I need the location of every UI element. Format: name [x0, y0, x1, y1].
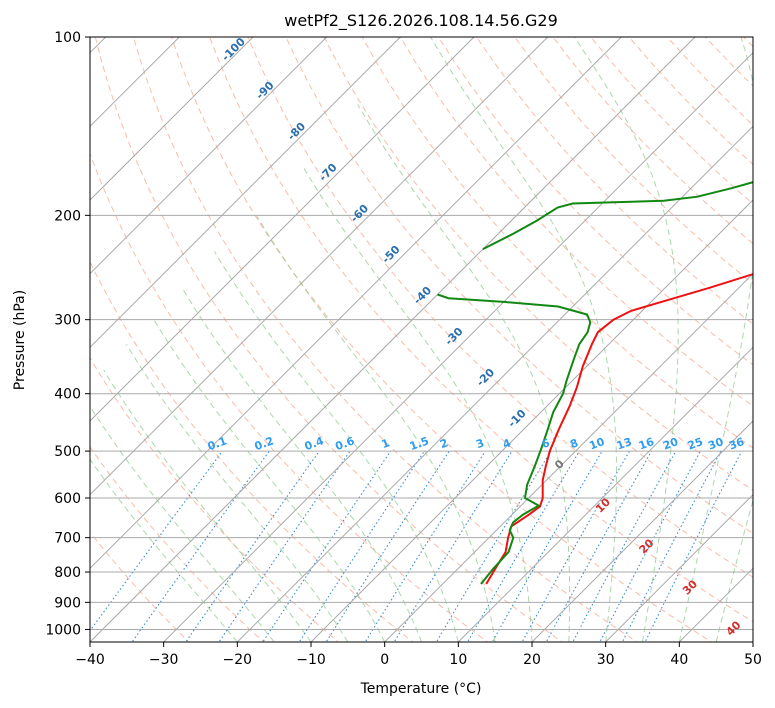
dry-adiabat-line	[90, 260, 414, 642]
isotherm-line	[605, 493, 753, 642]
isotherm-line	[384, 272, 753, 642]
moist-adiabat-line	[357, 104, 571, 642]
dry-adiabat-line	[514, 37, 753, 285]
mixing-ratio-line	[218, 450, 351, 642]
y-tick-label: 300	[54, 313, 81, 329]
dry-adiabat-line	[285, 37, 753, 535]
y-tick-label: 200	[54, 208, 81, 224]
mixing-ratio-line	[325, 450, 450, 642]
mixing-ratio-label: 4	[501, 436, 513, 451]
axis-ticks: −40 −30 −20 −10 0 10 20 30 40 5010020030040050060…	[45, 30, 762, 668]
y-tick-label: 900	[54, 595, 81, 611]
dry-adiabat-line	[247, 37, 753, 578]
mixing-ratio-label: 1.5	[408, 434, 431, 453]
moist-adiabat-line	[181, 287, 422, 642]
moist-adiabat-line	[715, 498, 753, 642]
x-tick-label: 0	[380, 652, 389, 668]
chart-title: wetPf2_S126.2026.108.14.56.G29	[284, 11, 558, 31]
mixing-ratio-label: 0.6	[334, 434, 357, 453]
dry-adiabat-line	[399, 37, 753, 407]
moist-adiabat-line	[90, 458, 238, 642]
isotherm-line	[457, 346, 753, 642]
isotherm-line	[90, 37, 549, 496]
isotherm-line	[90, 37, 401, 349]
x-tick-label: −20	[223, 652, 253, 668]
mixing-ratio-label: 0.4	[303, 434, 326, 453]
moist-adiabat-line	[430, 37, 617, 642]
x-tick-label: 40	[670, 652, 688, 668]
mixing-ratio-label: 36	[727, 435, 746, 453]
mixing-ratio-line	[262, 450, 392, 642]
dry-adiabat-line	[90, 152, 489, 642]
dry-adiabat-line	[323, 37, 753, 491]
moist-adiabat-line	[302, 165, 533, 642]
mixing-ratio-line	[185, 450, 320, 642]
mixing-ratio-label: 20	[661, 435, 680, 453]
dewpoint-profile-line	[437, 293, 592, 585]
isotherm-line	[90, 37, 254, 201]
mixing-ratio-line	[572, 450, 677, 642]
dry-adiabat-line	[361, 37, 753, 449]
plot-background	[90, 37, 753, 642]
mixing-ratio-label: 13	[615, 435, 634, 452]
moist-adiabat-line	[125, 343, 349, 642]
x-axis-label: Temperature (°C)	[360, 681, 482, 697]
x-tick-label: −30	[149, 652, 179, 668]
y-tick-label: 500	[54, 444, 81, 460]
mixing-ratio-line	[298, 450, 425, 642]
moist-adiabat-line	[90, 405, 275, 642]
x-tick-label: −10	[296, 652, 326, 668]
isotherm-line	[752, 641, 753, 642]
mixing-ratio-label: 0.2	[253, 434, 276, 453]
mixing-ratio-label: 8	[568, 436, 580, 451]
x-tick-label: 10	[449, 652, 467, 668]
dry-adiabat-line	[437, 37, 753, 366]
isotherm-line	[163, 51, 753, 642]
dry-adiabat-line	[476, 37, 753, 325]
isotherm-line	[90, 37, 328, 275]
mixing-ratio-label: 30	[706, 435, 725, 453]
temperature-profile-line	[485, 273, 753, 585]
mixing-ratio-line	[90, 450, 223, 632]
isotherm-line	[531, 420, 753, 642]
y-tick-label: 800	[54, 565, 81, 581]
isotherm-line	[236, 125, 753, 642]
mixing-ratio-label: 16	[637, 435, 656, 453]
plot-frame	[89, 36, 754, 643]
mixing-ratio-label: 2	[438, 436, 450, 451]
mixing-ratio-label: 0.1	[206, 434, 229, 453]
mixing-ratio-line	[621, 450, 722, 642]
mixing-ratio-line	[466, 450, 580, 642]
y-tick-label: 700	[54, 531, 81, 547]
x-tick-label: −40	[75, 652, 105, 668]
moist-adiabat-line	[678, 37, 753, 642]
background-lines	[90, 37, 753, 642]
y-axis-label: Pressure (hPa)	[12, 290, 28, 390]
y-tick-label: 100	[54, 30, 81, 46]
moist-adiabat-line	[574, 37, 679, 642]
mixing-ratio-label: 6	[540, 436, 552, 451]
y-tick-label: 600	[54, 491, 81, 507]
mixing-ratio-line	[131, 450, 270, 642]
dewpoint-profile-upper-line	[482, 181, 753, 250]
isotherm-line	[90, 37, 622, 570]
x-tick-label: 50	[744, 652, 762, 668]
data-series	[437, 181, 753, 585]
isotherm-line	[90, 37, 696, 642]
mixing-ratio-label: 25	[686, 435, 705, 452]
y-tick-label: 400	[54, 387, 81, 403]
x-tick-label: 20	[523, 652, 541, 668]
isotherm-line	[310, 199, 753, 642]
mixing-ratio-line	[393, 450, 513, 642]
isotherm-line	[90, 37, 475, 422]
mixing-ratio-label: 1	[380, 436, 392, 451]
mixing-ratio-label: 3	[474, 436, 486, 451]
x-tick-label: 30	[597, 652, 615, 668]
mixing-ratio-line	[599, 450, 701, 642]
y-tick-label: 1000	[45, 622, 81, 638]
mixing-ratio-label: 10	[587, 435, 606, 453]
